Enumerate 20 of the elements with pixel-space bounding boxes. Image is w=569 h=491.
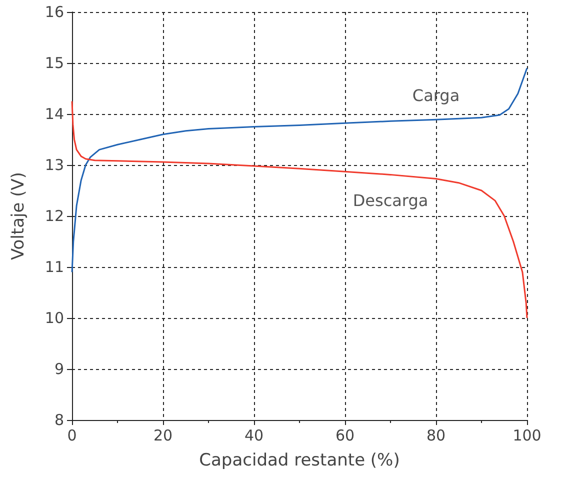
series-label: Carga bbox=[412, 86, 460, 106]
x-tick-label: 40 bbox=[244, 426, 264, 444]
y-tick-label: 16 bbox=[44, 3, 64, 21]
y-tick-label: 11 bbox=[44, 258, 64, 276]
y-tick-label: 9 bbox=[54, 360, 64, 378]
x-tick-label: 100 bbox=[512, 426, 542, 444]
x-tick-label: 20 bbox=[153, 426, 173, 444]
x-tick-label: 60 bbox=[335, 426, 355, 444]
x-axis-title: Capacidad restante (%) bbox=[199, 450, 400, 470]
x-tick-label: 0 bbox=[67, 426, 77, 444]
y-tick-label: 15 bbox=[44, 54, 64, 72]
y-axis-title: Voltaje (V) bbox=[8, 172, 28, 260]
y-tick-label: 10 bbox=[44, 309, 64, 327]
y-tick-label: 13 bbox=[44, 156, 64, 174]
x-tick-label: 80 bbox=[426, 426, 446, 444]
y-tick-label: 12 bbox=[44, 207, 64, 225]
y-tick-label: 8 bbox=[54, 411, 64, 429]
line-series bbox=[71, 67, 528, 273]
series-label: Descarga bbox=[352, 191, 428, 210]
y-tick-label: 14 bbox=[44, 105, 64, 123]
